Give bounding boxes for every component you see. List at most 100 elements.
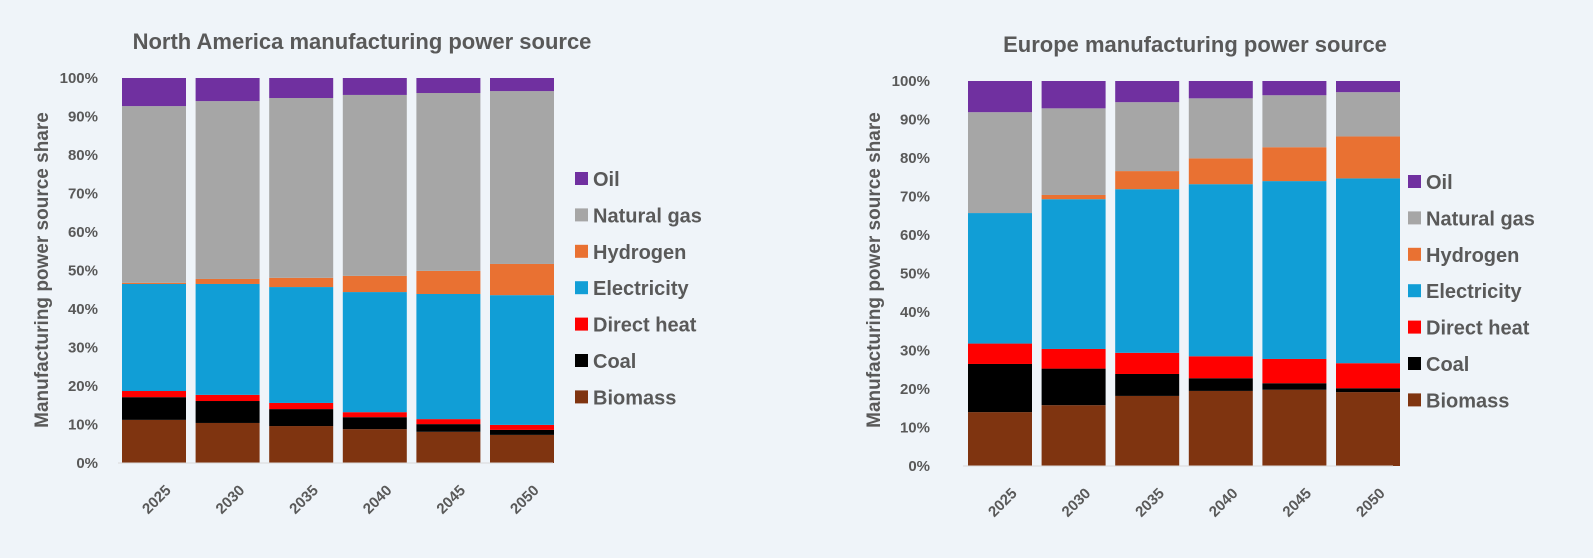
- y-tick-label: 90%: [68, 109, 98, 126]
- legend-swatch: [1408, 393, 1421, 407]
- bar-segment-hydrogen: [122, 282, 186, 284]
- legend: Oil Natural gas Hydrogen Electricity Direct …: [1408, 172, 1535, 412]
- bar-segment-direct-heat: [1041, 348, 1106, 369]
- bars: [968, 81, 1400, 466]
- bar-segment-electricity: [1188, 184, 1253, 357]
- bar-segment-natural-gas: [416, 93, 481, 271]
- bar-stack-2045: [1262, 81, 1327, 466]
- bar-segment-biomass: [968, 412, 1032, 466]
- bar-segment-natural-gas: [490, 91, 554, 264]
- chart-title: North America manufacturing power source: [133, 29, 592, 54]
- bar-segment-natural-gas: [1115, 102, 1180, 172]
- legend-swatch: [1408, 211, 1421, 225]
- bar-segment-direct-heat: [342, 412, 407, 418]
- bar-segment-coal: [122, 397, 186, 420]
- x-tick-label: 2035: [1132, 485, 1168, 521]
- legend-item: Biomass: [1408, 390, 1509, 412]
- legend: Oil Natural gas Hydrogen Electricity Direct …: [575, 169, 702, 409]
- legend-item: Natural gas: [1408, 208, 1535, 230]
- bar-segment-electricity: [416, 293, 481, 420]
- bar-segment-oil: [416, 78, 481, 94]
- legend-item: Hydrogen: [1408, 245, 1519, 267]
- bar-stack-2035: [269, 78, 334, 463]
- y-tick-label: 40%: [68, 301, 98, 318]
- x-axis-ticks: 2025 2030 2035 2040 2045 2050: [985, 485, 1389, 521]
- bar-segment-coal: [269, 409, 334, 427]
- bar-segment-hydrogen: [416, 270, 481, 294]
- y-tick-label: 20%: [900, 381, 930, 398]
- bar-segment-direct-heat: [416, 419, 481, 425]
- legend-label: Coal: [593, 351, 636, 373]
- x-tick-label: 2050: [1353, 485, 1389, 521]
- legend-swatch: [575, 354, 588, 367]
- bar-segment-natural-gas: [269, 98, 334, 278]
- y-tick-label: 100%: [60, 70, 98, 87]
- x-tick-label: 2025: [139, 482, 175, 518]
- legend-item: Oil: [1408, 172, 1453, 194]
- legend-item: Electricity: [575, 278, 689, 300]
- x-tick-label: 2035: [286, 482, 322, 518]
- bar-segment-direct-heat: [1115, 352, 1180, 374]
- bar-segment-coal: [1336, 388, 1400, 393]
- x-tick-label: 2050: [507, 482, 543, 518]
- y-tick-label: 90%: [900, 112, 930, 129]
- legend-swatch: [1408, 284, 1421, 298]
- bar-segment-coal: [1188, 378, 1253, 391]
- bar-segment-natural-gas: [342, 94, 407, 276]
- bar-segment-biomass: [1188, 390, 1253, 466]
- bar-segment-biomass: [342, 429, 407, 463]
- bar-segment-natural-gas: [195, 101, 260, 279]
- bar-segment-biomass: [416, 431, 481, 463]
- bar-segment-coal: [1262, 383, 1327, 390]
- x-tick-label: 2045: [1279, 485, 1315, 521]
- legend-label: Natural gas: [1426, 208, 1535, 230]
- bar-segment-hydrogen: [490, 263, 554, 296]
- bar-segment-hydrogen: [1262, 147, 1327, 182]
- bar-segment-hydrogen: [195, 278, 260, 284]
- bar-segment-hydrogen: [1041, 194, 1106, 200]
- legend-item: Electricity: [1408, 281, 1522, 303]
- y-tick-label: 50%: [900, 266, 930, 283]
- bar-segment-oil: [1188, 81, 1253, 99]
- y-tick-label: 40%: [900, 304, 930, 321]
- legend-item: Biomass: [575, 387, 676, 409]
- bar-segment-electricity: [195, 283, 260, 395]
- legend-item: Direct heat: [1408, 318, 1530, 340]
- legend-label: Hydrogen: [593, 242, 686, 264]
- y-axis-label: Manufacturing power source share: [32, 112, 53, 428]
- legend-label: Natural gas: [593, 205, 702, 227]
- bar-segment-biomass: [1336, 392, 1400, 466]
- bar-segment-coal: [1041, 368, 1106, 406]
- bar-segment-coal: [1115, 373, 1180, 396]
- x-tick-label: 2045: [433, 482, 469, 518]
- bar-segment-coal: [490, 429, 554, 435]
- chart-title: Europe manufacturing power source: [1003, 32, 1387, 57]
- bar-segment-hydrogen: [1336, 136, 1400, 179]
- y-tick-label: 20%: [68, 378, 98, 395]
- legend-label: Direct heat: [1426, 318, 1530, 340]
- legend-swatch: [1408, 175, 1421, 188]
- legend-swatch: [575, 281, 588, 295]
- legend-label: Coal: [1426, 354, 1469, 376]
- legend-item: Hydrogen: [575, 242, 686, 264]
- y-axis-label: Manufacturing power source share: [864, 112, 885, 428]
- y-tick-label: 30%: [68, 340, 98, 357]
- y-tick-label: 70%: [68, 186, 98, 203]
- bar-segment-biomass: [490, 434, 554, 463]
- bar-segment-direct-heat: [968, 343, 1032, 364]
- bar-segment-hydrogen: [1115, 171, 1180, 190]
- legend-label: Electricity: [593, 278, 689, 300]
- y-tick-label: 0%: [76, 455, 98, 472]
- legend-item: Natural gas: [575, 205, 702, 227]
- bar-segment-electricity: [269, 287, 334, 403]
- bar-segment-biomass: [269, 426, 334, 463]
- bar-segment-electricity: [122, 283, 186, 392]
- y-tick-label: 10%: [900, 420, 930, 437]
- bar-stack-2045: [416, 78, 481, 463]
- legend-swatch: [575, 244, 588, 258]
- y-tick-label: 10%: [68, 417, 98, 434]
- bar-stack-2025: [122, 78, 186, 463]
- bar-segment-oil: [1336, 81, 1400, 93]
- x-axis-ticks: 2025 2030 2035 2040 2045 2050: [139, 482, 543, 518]
- bar-stack-2050: [490, 78, 554, 463]
